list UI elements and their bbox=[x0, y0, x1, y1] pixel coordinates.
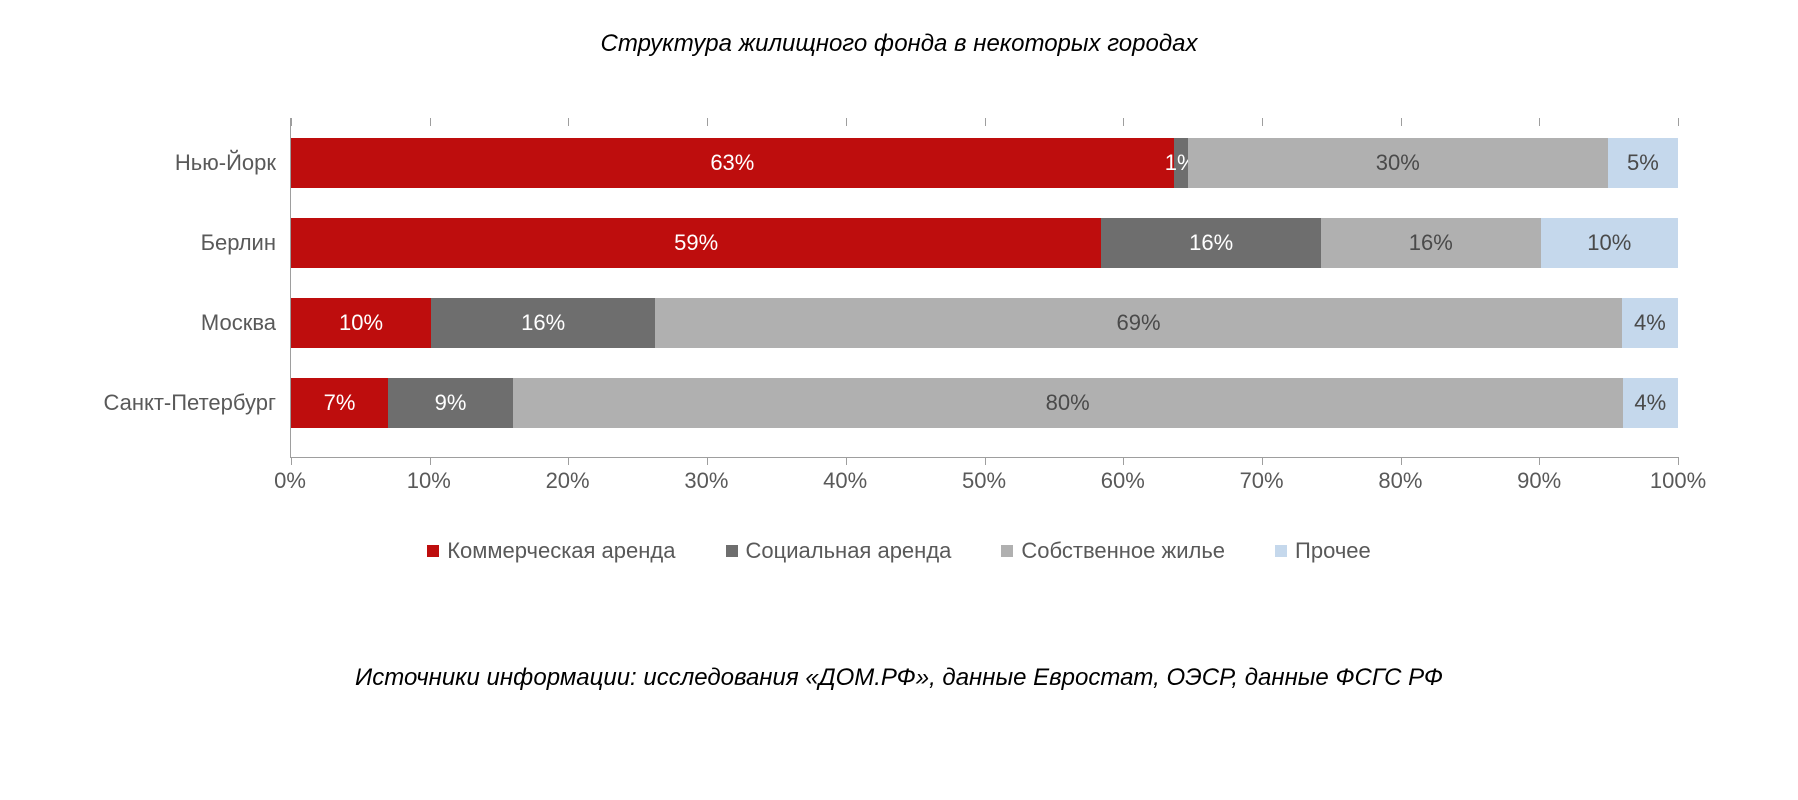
bar-segment: 16% bbox=[1101, 218, 1321, 268]
x-tick-bottom bbox=[846, 457, 847, 465]
bar-row: Санкт-Петербург7%9%80%4% bbox=[291, 378, 1678, 428]
x-tick-top bbox=[707, 118, 708, 126]
bar-segment: 69% bbox=[655, 298, 1622, 348]
chart-area: Нью-Йорк63%1%30%5% Берлин59%16%16%10% Моск… bbox=[290, 118, 1678, 508]
chart-container: Структура жилищного фонда в некоторых го… bbox=[0, 0, 1798, 800]
y-axis-label: Нью-Йорк bbox=[175, 138, 276, 188]
legend-label: Социальная аренда bbox=[746, 538, 952, 564]
bar-row: Берлин59%16%16%10% bbox=[291, 218, 1678, 268]
x-axis-label: 50% bbox=[962, 468, 1006, 494]
legend: Коммерческая аренда Социальная аренда Собс… bbox=[60, 538, 1738, 564]
x-tick-top bbox=[568, 118, 569, 126]
x-tick-bottom bbox=[568, 457, 569, 465]
legend-label: Коммерческая аренда bbox=[447, 538, 675, 564]
bar-segment: 16% bbox=[431, 298, 655, 348]
x-axis-label: 60% bbox=[1101, 468, 1145, 494]
legend-swatch bbox=[427, 545, 439, 557]
legend-item: Прочее bbox=[1275, 538, 1371, 564]
x-tick-bottom bbox=[1539, 457, 1540, 465]
bar-segment: 9% bbox=[388, 378, 513, 428]
x-tick-top bbox=[846, 118, 847, 126]
bar-row: Москва10%16%69%4% bbox=[291, 298, 1678, 348]
x-tick-bottom bbox=[985, 457, 986, 465]
legend-item: Собственное жилье bbox=[1001, 538, 1225, 564]
x-axis-label: 80% bbox=[1378, 468, 1422, 494]
legend-label: Прочее bbox=[1295, 538, 1371, 564]
x-axis-label: 90% bbox=[1517, 468, 1561, 494]
y-axis-label: Санкт-Петербург bbox=[103, 378, 276, 428]
x-tick-top bbox=[1123, 118, 1124, 126]
x-tick-bottom bbox=[430, 457, 431, 465]
x-tick-top bbox=[291, 118, 292, 126]
x-tick-bottom bbox=[291, 457, 292, 465]
legend-label: Собственное жилье bbox=[1021, 538, 1225, 564]
x-tick-bottom bbox=[1262, 457, 1263, 465]
x-axis-label: 100% bbox=[1650, 468, 1706, 494]
x-tick-bottom bbox=[1401, 457, 1402, 465]
x-axis-label: 40% bbox=[823, 468, 867, 494]
x-tick-top bbox=[1678, 118, 1679, 126]
bar-segment: 59% bbox=[291, 218, 1101, 268]
y-axis-label: Берлин bbox=[201, 218, 276, 268]
bar-segment: 10% bbox=[291, 298, 431, 348]
x-tick-bottom bbox=[707, 457, 708, 465]
legend-item: Коммерческая аренда bbox=[427, 538, 675, 564]
x-tick-top bbox=[1262, 118, 1263, 126]
x-tick-top bbox=[1401, 118, 1402, 126]
source-note: Источники информации: исследования «ДОМ.… bbox=[60, 664, 1738, 692]
x-axis-label: 10% bbox=[407, 468, 451, 494]
x-axis-label: 70% bbox=[1240, 468, 1284, 494]
bar-segment: 10% bbox=[1541, 218, 1678, 268]
legend-swatch bbox=[1001, 545, 1013, 557]
chart-title: Структура жилищного фонда в некоторых го… bbox=[60, 30, 1738, 58]
bar-segment: 1% bbox=[1174, 138, 1188, 188]
legend-swatch bbox=[1275, 545, 1287, 557]
y-axis-label: Москва bbox=[201, 298, 276, 348]
x-tick-bottom bbox=[1123, 457, 1124, 465]
legend-item: Социальная аренда bbox=[726, 538, 952, 564]
bar-segment: 30% bbox=[1188, 138, 1608, 188]
bar-segment: 63% bbox=[291, 138, 1174, 188]
bar-segment: 5% bbox=[1608, 138, 1678, 188]
legend-swatch bbox=[726, 545, 738, 557]
bar-segment: 16% bbox=[1321, 218, 1541, 268]
x-tick-top bbox=[430, 118, 431, 126]
bar-segment: 4% bbox=[1622, 298, 1678, 348]
bar-segment: 7% bbox=[291, 378, 388, 428]
x-tick-top bbox=[1539, 118, 1540, 126]
x-axis-label: 30% bbox=[684, 468, 728, 494]
bar-segment: 4% bbox=[1623, 378, 1678, 428]
x-tick-bottom bbox=[1678, 457, 1679, 465]
bar-row: Нью-Йорк63%1%30%5% bbox=[291, 138, 1678, 188]
bar-segment: 80% bbox=[513, 378, 1623, 428]
plot-area: Нью-Йорк63%1%30%5% Берлин59%16%16%10% Моск… bbox=[290, 118, 1678, 458]
x-axis-label: 0% bbox=[274, 468, 306, 494]
x-axis-label: 20% bbox=[546, 468, 590, 494]
x-tick-top bbox=[985, 118, 986, 126]
